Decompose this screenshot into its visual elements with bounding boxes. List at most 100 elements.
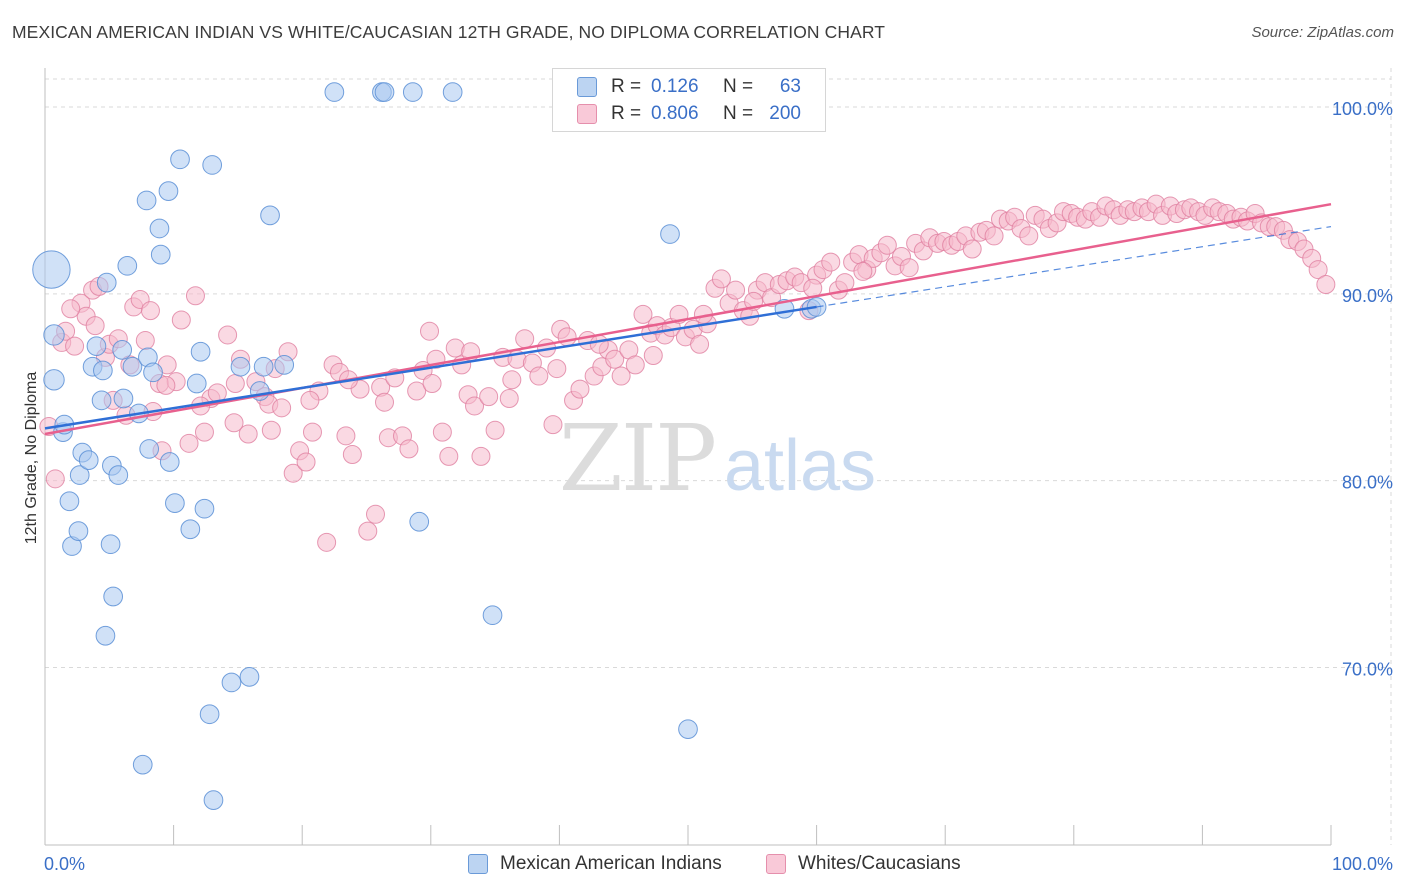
pink-point [439,446,459,466]
blue-point [260,205,280,226]
axes [44,68,1332,846]
blue-point [402,82,423,102]
pink-point [85,316,105,336]
pink-point [432,422,452,442]
pink-point [1308,260,1328,280]
pink-point [711,269,731,289]
legend-n-label: N = [723,76,754,97]
blue-point [482,605,503,626]
blue-point [442,82,463,102]
pink-point [366,504,386,524]
pink-trend-line [44,202,1332,436]
blue-point [159,452,180,472]
bottom-legend-swatch-pink [766,854,786,874]
legend-swatch-pink [577,104,597,124]
pink-point [899,258,919,278]
blue-point [43,324,65,346]
y-axis-label: 12th Grade, No Diploma [23,372,40,545]
pink-point [342,445,362,465]
pink-point [399,439,419,459]
pink-point [45,469,65,489]
pink-point [65,336,85,356]
pink-point [543,415,563,435]
blue-point [122,356,143,377]
blue-point [165,493,185,513]
blue-trend-extension [816,226,1332,308]
blue-point [93,360,113,381]
bottom-legend-swatch-blue [468,854,488,874]
pink-point [877,235,897,255]
correlation-legend: R = 0.126 N = 63 R = 0.806 N = 200 [552,68,826,132]
legend-n-value: 63 [779,76,801,97]
blue-point [100,534,121,555]
blue-point [158,181,179,201]
pink-point [625,355,645,375]
pink-point [499,388,519,408]
pink-point [238,424,258,444]
pink-point [570,379,590,399]
blue-point [170,149,190,170]
pink-point [1316,275,1336,295]
legend-r-value: 0.806 [651,103,699,124]
pink-point [194,422,214,442]
blue-point [86,336,107,357]
pink-point [171,310,191,330]
y-tick-label: 80.0% [1342,473,1393,493]
blue-point [194,498,215,519]
blue-trend-line [44,305,817,430]
legend-row-blue: R = 0.126 N = 63 [553,74,825,100]
bottom-legend-label-blue: Mexican American Indians [500,853,722,874]
blue-point [95,625,116,646]
legend-r-value: 0.126 [651,76,699,97]
blue-point [660,224,680,244]
pink-point [300,390,320,410]
chart-title: MEXICAN AMERICAN INDIAN VS WHITE/CAUCASI… [12,22,886,42]
blue-point [149,218,170,239]
y-tick-label: 100.0% [1332,99,1393,119]
blue-point [43,369,65,391]
pink-point [317,532,337,552]
pink-point [185,286,205,306]
pink-point [422,374,442,394]
trend-lines [44,202,1332,436]
blue-point [221,672,242,693]
x-tick-label: 100.0% [1332,854,1393,874]
pink-point [821,252,841,272]
blue-point [186,373,207,394]
y-tick-label: 90.0% [1342,286,1393,306]
pink-point [375,392,395,412]
pink-point [218,325,238,345]
blue-point [117,255,138,276]
blue-point [91,390,112,411]
pink-point [296,452,316,472]
pink-point [336,426,356,446]
y-tick-label: 70.0% [1342,660,1393,680]
blue-point [32,250,71,289]
watermark-atlas: atlas [724,426,876,506]
pink-point [633,304,653,324]
blue-point [96,272,117,293]
blue-point [678,719,698,740]
pink-point [272,398,292,418]
pink-point [962,239,982,259]
legend-n-label: N = [723,103,754,124]
blue-point [113,388,134,409]
legend-r-label: R = [611,103,642,124]
pink-point [302,422,322,442]
blue-point [136,190,157,211]
blue-point [78,450,99,470]
pink-point [643,346,663,366]
pink-point [61,299,81,319]
blue-point [203,790,224,811]
blue-point [132,754,153,775]
pink-point [179,433,199,453]
pink-point [1019,226,1039,246]
pink-point [407,381,427,401]
pink-point [261,420,281,440]
x-tick-label: 0.0% [44,854,85,874]
pink-point [589,334,609,354]
pink-point [358,521,378,541]
source-label: Source: ZipAtlas.com [1251,24,1394,41]
blue-point [202,155,223,175]
pink-point [156,375,176,395]
